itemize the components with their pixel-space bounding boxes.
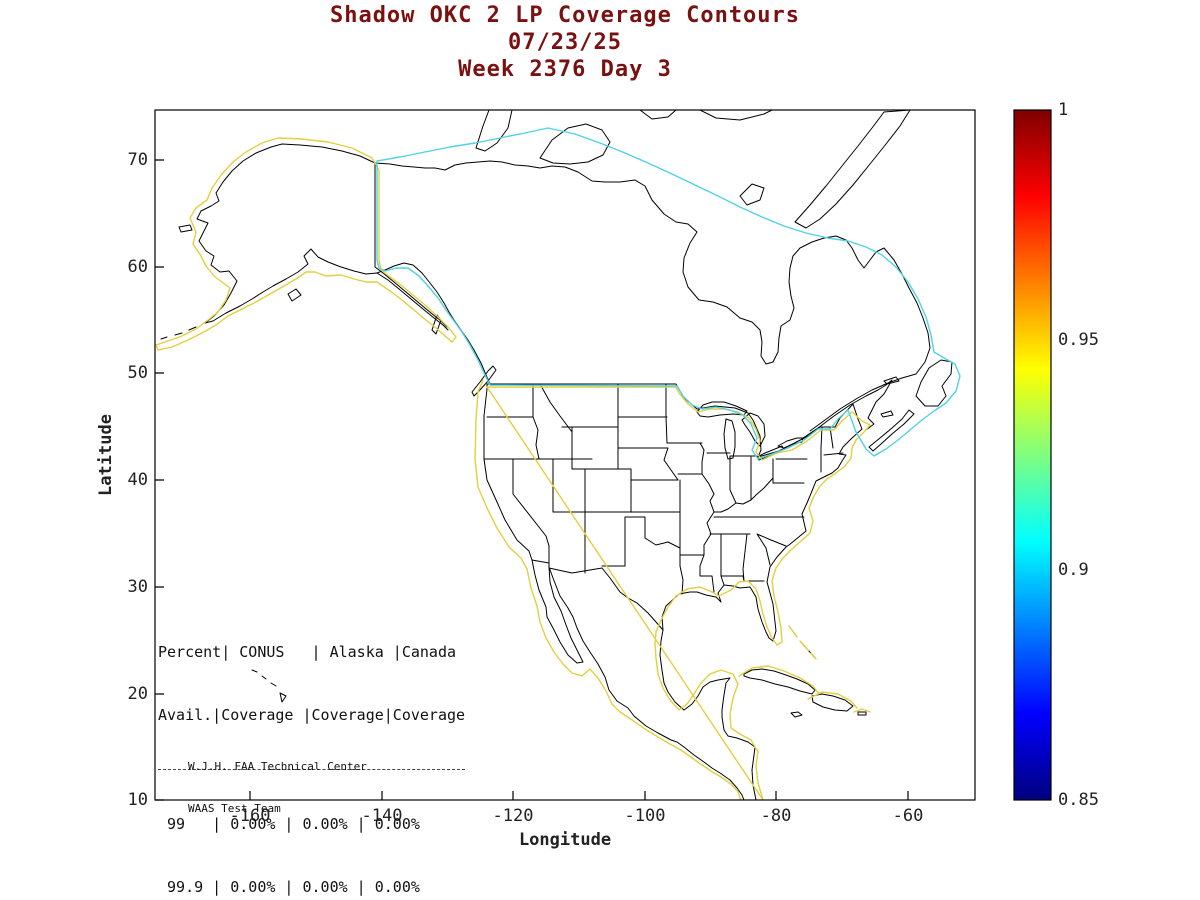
stats-header-line2: Avail.|Coverage |Coverage|Coverage bbox=[158, 706, 466, 724]
figure-title-block: Shadow OKC 2 LP Coverage Contours 07/23/… bbox=[155, 2, 975, 83]
canada-coastline bbox=[374, 160, 931, 439]
credit-line2: WAAS Test Team bbox=[188, 802, 281, 815]
coverage-stats-table: Percent| CONUS | Alaska |Canada Avail.|C… bbox=[158, 558, 466, 900]
y-tick-label: 60 bbox=[127, 257, 148, 277]
x-tick-label: -100 bbox=[624, 806, 666, 826]
contour-caribbean-yellow bbox=[738, 625, 871, 713]
colorbar-tick-label: 0.85 bbox=[1058, 790, 1099, 810]
y-tick-label: 20 bbox=[127, 684, 148, 704]
colorbar-tick-label: 1 bbox=[1058, 100, 1069, 120]
canada-islands bbox=[431, 314, 953, 452]
y-tick-label: 50 bbox=[127, 363, 148, 383]
x-tick-label: -120 bbox=[492, 806, 534, 826]
colorbar-tick-label: 0.9 bbox=[1058, 560, 1089, 580]
chart-title: Shadow OKC 2 LP Coverage Contours bbox=[329, 3, 801, 28]
y-axis-label: Latitude bbox=[96, 414, 116, 496]
x-tick-label: -160 bbox=[229, 806, 271, 826]
alaska-outline bbox=[160, 143, 449, 340]
great-lakes bbox=[696, 401, 804, 461]
y-tick-label: 70 bbox=[127, 150, 148, 170]
hawaii-islands bbox=[251, 669, 287, 703]
x-tick-label: -80 bbox=[760, 806, 792, 826]
mexico-central-america-coastline bbox=[531, 559, 757, 800]
stats-row-99-9: 99.9 | 0.00% | 0.00% | 0.00% bbox=[158, 878, 420, 896]
colorbar-tick-label: 0.95 bbox=[1058, 330, 1099, 350]
caribbean-islands bbox=[743, 629, 867, 718]
y-tick-label: 10 bbox=[127, 790, 148, 810]
contour-conus-yellow bbox=[474, 379, 871, 800]
x-tick-label: -60 bbox=[892, 806, 924, 826]
chart-date: 07/23/25 bbox=[508, 30, 622, 55]
axis-tick-marks bbox=[155, 159, 909, 801]
credit-line1: W.J.H. FAA Technical Center bbox=[188, 760, 367, 773]
contour-canada-cyan bbox=[376, 127, 961, 460]
x-axis-label: Longitude bbox=[518, 830, 612, 850]
coverage-stats-header: Percent| CONUS | Alaska |Canada Avail.|C… bbox=[158, 600, 466, 770]
y-tick-label: 30 bbox=[127, 577, 148, 597]
arctic-islands bbox=[475, 110, 911, 229]
plot-axes-box bbox=[154, 109, 976, 801]
y-tick-label: 40 bbox=[127, 470, 148, 490]
chart-week-day: Week 2376 Day 3 bbox=[458, 57, 672, 82]
contour-alaska-yellow bbox=[155, 137, 457, 351]
credit-block: W.J.H. FAA Technical Center WAAS Test Te… bbox=[188, 732, 367, 844]
colorbar bbox=[1013, 109, 1052, 801]
stats-row-99: 99 | 0.00% | 0.00% | 0.00% bbox=[158, 815, 420, 833]
map-layers bbox=[155, 110, 961, 800]
stats-header-line1: Percent| CONUS | Alaska |Canada bbox=[158, 643, 457, 661]
us-state-borders bbox=[483, 383, 844, 595]
x-tick-label: -140 bbox=[361, 806, 403, 826]
